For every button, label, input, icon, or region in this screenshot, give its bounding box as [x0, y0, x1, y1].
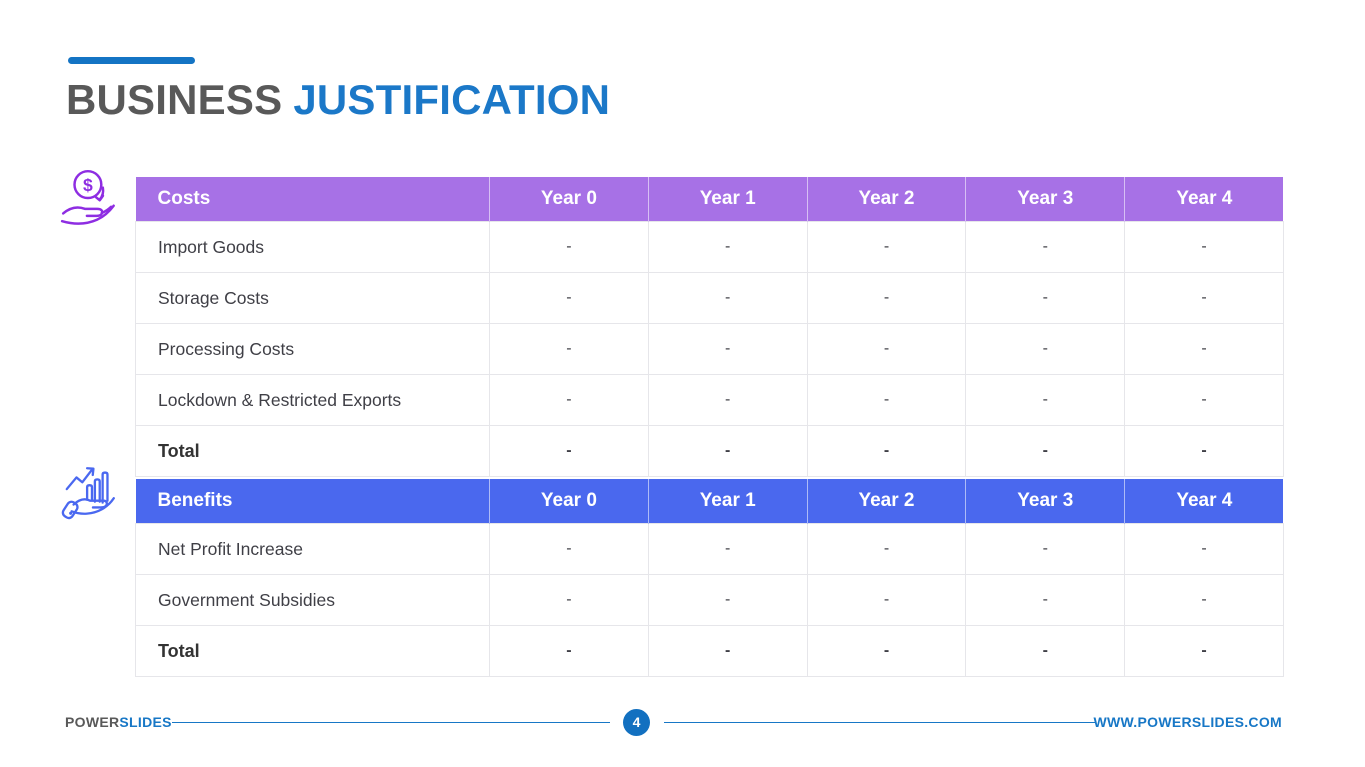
- costs-col-year4: Year 4: [1124, 177, 1284, 222]
- cell-value: -: [647, 221, 808, 273]
- cell-value: -: [1124, 625, 1284, 677]
- table-row: Lockdown & Restricted Exports - - - - -: [135, 374, 1284, 426]
- costs-col-year0: Year 0: [489, 177, 649, 222]
- table-row: Government Subsidies - - - - -: [135, 574, 1284, 626]
- cell-value: -: [965, 221, 1126, 273]
- row-label: Lockdown & Restricted Exports: [135, 374, 490, 426]
- row-label: Total: [135, 625, 490, 677]
- cell-value: -: [489, 323, 649, 375]
- row-label: Government Subsidies: [135, 574, 490, 626]
- page-number-badge: 4: [623, 709, 650, 736]
- cell-value: -: [489, 374, 649, 426]
- cell-value: -: [647, 574, 808, 626]
- logo-text-power: POWER: [65, 714, 120, 730]
- cell-value: -: [1124, 374, 1284, 426]
- cell-value: -: [806, 625, 967, 677]
- table-row: Processing Costs - - - - -: [135, 323, 1284, 375]
- cell-value: -: [647, 272, 808, 324]
- cell-value: -: [1124, 272, 1284, 324]
- cell-value: -: [965, 323, 1126, 375]
- costs-total-row: Total - - - - -: [135, 425, 1284, 477]
- cell-value: -: [806, 272, 967, 324]
- cell-value: -: [1124, 221, 1284, 273]
- benefits-col-year0: Year 0: [489, 479, 649, 524]
- footer-divider-left: [172, 722, 610, 724]
- cell-value: -: [965, 425, 1126, 477]
- cell-value: -: [965, 272, 1126, 324]
- page-title-part2: JUSTIFICATION: [293, 76, 611, 123]
- row-label: Processing Costs: [135, 323, 490, 375]
- cell-value: -: [806, 574, 967, 626]
- cell-value: -: [647, 323, 808, 375]
- table-row: Net Profit Increase - - - - -: [135, 523, 1284, 575]
- cell-value: -: [965, 625, 1126, 677]
- cell-value: -: [806, 523, 967, 575]
- cell-value: -: [1124, 574, 1284, 626]
- costs-header-label: Costs: [135, 177, 490, 222]
- justification-tables: Costs Year 0 Year 1 Year 2 Year 3 Year 4…: [135, 177, 1284, 677]
- benefits-table: Benefits Year 0 Year 1 Year 2 Year 3 Yea…: [135, 479, 1284, 677]
- benefits-col-year2: Year 2: [806, 479, 966, 524]
- cell-value: -: [1124, 523, 1284, 575]
- benefits-header-row: Benefits Year 0 Year 1 Year 2 Year 3 Yea…: [135, 479, 1284, 524]
- cell-value: -: [647, 523, 808, 575]
- cell-value: -: [806, 425, 967, 477]
- cell-value: -: [489, 574, 649, 626]
- costs-col-year3: Year 3: [965, 177, 1125, 222]
- cell-value: -: [647, 374, 808, 426]
- benefits-header-label: Benefits: [135, 479, 490, 524]
- costs-table: Costs Year 0 Year 1 Year 2 Year 3 Year 4…: [135, 177, 1284, 477]
- page-title: BUSINESS JUSTIFICATION: [66, 76, 610, 124]
- costs-header-row: Costs Year 0 Year 1 Year 2 Year 3 Year 4: [135, 177, 1284, 222]
- table-row: Storage Costs - - - - -: [135, 272, 1284, 324]
- row-label: Storage Costs: [135, 272, 490, 324]
- row-label: Total: [135, 425, 490, 477]
- cell-value: -: [806, 221, 967, 273]
- costs-col-year1: Year 1: [647, 177, 808, 222]
- table-row: Import Goods - - - - -: [135, 221, 1284, 273]
- cell-value: -: [1124, 425, 1284, 477]
- cell-value: -: [489, 625, 649, 677]
- cell-value: -: [965, 374, 1126, 426]
- title-accent-bar: [68, 57, 195, 64]
- row-label: Net Profit Increase: [135, 523, 490, 575]
- footer-divider-right: [664, 722, 1096, 724]
- hand-receiving-coin-icon: $: [58, 165, 124, 231]
- cell-value: -: [806, 323, 967, 375]
- cell-value: -: [965, 523, 1126, 575]
- cell-value: -: [1124, 323, 1284, 375]
- cell-value: -: [647, 425, 808, 477]
- svg-text:$: $: [83, 175, 93, 195]
- row-label: Import Goods: [135, 221, 490, 273]
- benefits-col-year4: Year 4: [1124, 479, 1284, 524]
- cell-value: -: [647, 625, 808, 677]
- website-link: WWW.POWERSLIDES.COM: [1093, 714, 1282, 730]
- hand-growth-bars-icon: [60, 460, 122, 522]
- cell-value: -: [965, 574, 1126, 626]
- cell-value: -: [806, 374, 967, 426]
- benefits-total-row: Total - - - - -: [135, 625, 1284, 677]
- logo-text-slides: SLIDES: [119, 714, 172, 730]
- page-title-part1: BUSINESS: [66, 76, 283, 123]
- benefits-col-year1: Year 1: [647, 479, 808, 524]
- powerslides-logo: POWERSLIDES: [65, 714, 172, 730]
- cell-value: -: [489, 523, 649, 575]
- benefits-col-year3: Year 3: [965, 479, 1125, 524]
- costs-col-year2: Year 2: [806, 177, 966, 222]
- cell-value: -: [489, 272, 649, 324]
- cell-value: -: [489, 425, 649, 477]
- cell-value: -: [489, 221, 649, 273]
